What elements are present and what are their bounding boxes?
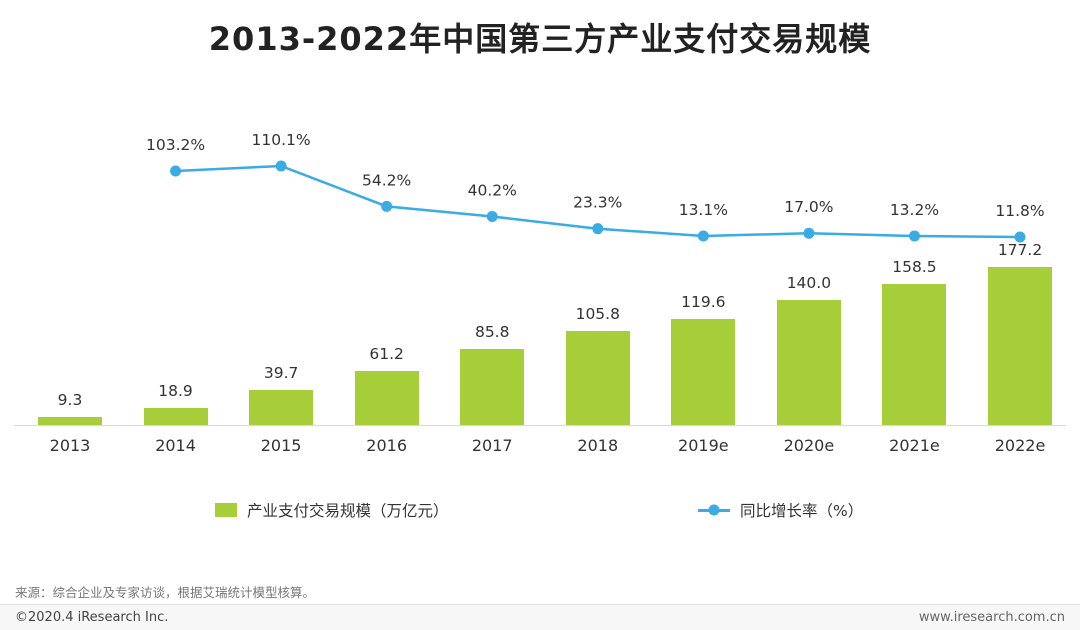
line-point-marker xyxy=(803,227,815,239)
bar-2013 xyxy=(38,416,102,425)
x-axis-label: 2015 xyxy=(260,436,302,455)
bar-value-label: 85.8 xyxy=(474,322,510,341)
bar-2021e xyxy=(882,283,947,425)
line-point-marker xyxy=(486,210,498,222)
line-point-marker xyxy=(697,230,709,242)
legend-line-marker xyxy=(698,504,730,516)
bar-value-label: 105.8 xyxy=(575,304,620,323)
bar-2016 xyxy=(354,370,419,425)
x-axis-label: 2017 xyxy=(471,436,513,455)
bar-value-label: 39.7 xyxy=(263,363,299,382)
bar-2022e xyxy=(988,267,1052,425)
legend-line-label: 同比增长率（%） xyxy=(740,502,864,520)
legend-item-bar-series: 产业支付交易规模（万亿元） xyxy=(215,497,449,523)
line-path xyxy=(175,164,1021,239)
bar-value-label: 18.9 xyxy=(158,382,193,401)
line-value-label: 13.2% xyxy=(890,201,939,219)
line-value-label: 103.2% xyxy=(146,136,205,154)
x-axis-label: 2019e xyxy=(678,436,729,455)
legend-item-line-series: 同比增长率（%） xyxy=(698,497,863,523)
line-point-marker xyxy=(381,200,393,212)
line-point-marker xyxy=(908,230,920,242)
bar-2018 xyxy=(565,330,630,425)
legend-line-dot-icon xyxy=(708,504,720,516)
bar-value-label: 177.2 xyxy=(997,241,1043,260)
line-value-label: 40.2% xyxy=(468,181,517,199)
line-value-label: 23.3% xyxy=(573,194,622,212)
website-url: www.iresearch.com.cn xyxy=(918,610,1065,625)
line-value-label: 13.1% xyxy=(679,201,728,219)
bar-2019e xyxy=(671,318,736,425)
x-axis-label: 2020e xyxy=(783,436,835,455)
line-point-marker xyxy=(170,165,182,177)
line-value-label: 11.8% xyxy=(995,202,1044,220)
legend-bar-swatch xyxy=(215,503,237,517)
legend-bar-label: 产业支付交易规模（万亿元） xyxy=(247,502,449,520)
bar-value-label: 9.3 xyxy=(57,390,83,409)
copyright-text: ©2020.4 iResearch Inc. xyxy=(15,610,169,625)
x-axis-label: 2016 xyxy=(366,436,408,455)
bar-value-label: 61.2 xyxy=(369,344,404,363)
x-axis-label: 2021e xyxy=(889,436,940,455)
bar-2017 xyxy=(460,348,525,425)
x-axis-label: 2022e xyxy=(994,436,1046,455)
line-point-marker xyxy=(592,223,604,235)
source-note: 来源：综合企业及专家访谈，根据艾瑞统计模型核算。 xyxy=(15,585,316,600)
x-axis-label: 2018 xyxy=(577,436,619,455)
legend: 产业支付交易规模（万亿元） 同比增长率（%） xyxy=(0,497,1080,523)
line-point-marker xyxy=(275,160,287,172)
bar-2015 xyxy=(249,389,314,425)
bar-value-label: 140.0 xyxy=(786,274,832,293)
bar-value-label: 158.5 xyxy=(892,257,937,276)
line-value-label: 17.0% xyxy=(784,198,833,216)
line-value-label: 110.1% xyxy=(252,131,311,149)
footer-bar: ©2020.4 iResearch Inc. www.iresearch.com… xyxy=(0,604,1080,630)
bar-2014 xyxy=(143,408,208,425)
bar-value-label: 119.6 xyxy=(681,292,726,311)
chart-title: 2013-2022年中国第三方产业支付交易规模 xyxy=(208,20,872,58)
bar-2020e xyxy=(776,300,841,425)
x-axis-baseline xyxy=(14,425,1066,426)
x-axis-label: 2014 xyxy=(155,436,196,455)
x-axis-label: 2013 xyxy=(49,436,91,455)
line-value-label: 54.2% xyxy=(362,171,411,189)
